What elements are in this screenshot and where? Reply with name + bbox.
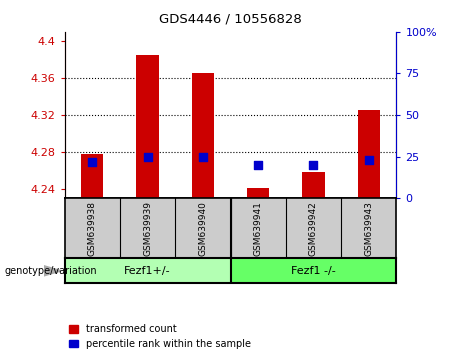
Text: Fezf1 -/-: Fezf1 -/- (291, 266, 336, 276)
Text: GSM639943: GSM639943 (364, 201, 373, 256)
Bar (247, 188, 269, 198)
Bar (192, 74, 214, 198)
Point (144, 154, 151, 159)
Text: GSM639939: GSM639939 (143, 201, 152, 256)
Text: GSM639941: GSM639941 (254, 201, 263, 256)
Text: Fezf1+/-: Fezf1+/- (124, 266, 171, 276)
Point (199, 154, 207, 159)
Polygon shape (44, 266, 61, 276)
Text: GSM639938: GSM639938 (88, 201, 97, 256)
Bar (230, 258, 396, 283)
Legend: transformed count, percentile rank within the sample: transformed count, percentile rank withi… (70, 324, 251, 349)
Bar (358, 110, 380, 198)
Bar (65, 258, 230, 283)
Bar (302, 172, 325, 198)
Text: GSM639942: GSM639942 (309, 201, 318, 256)
Text: GDS4446 / 10556828: GDS4446 / 10556828 (159, 12, 302, 25)
Point (254, 162, 262, 168)
Bar (136, 55, 159, 198)
Text: GSM639940: GSM639940 (198, 201, 207, 256)
Point (310, 162, 317, 168)
Bar (81, 154, 103, 198)
Point (89, 159, 96, 165)
Text: genotype/variation: genotype/variation (5, 266, 97, 276)
Point (365, 157, 372, 163)
